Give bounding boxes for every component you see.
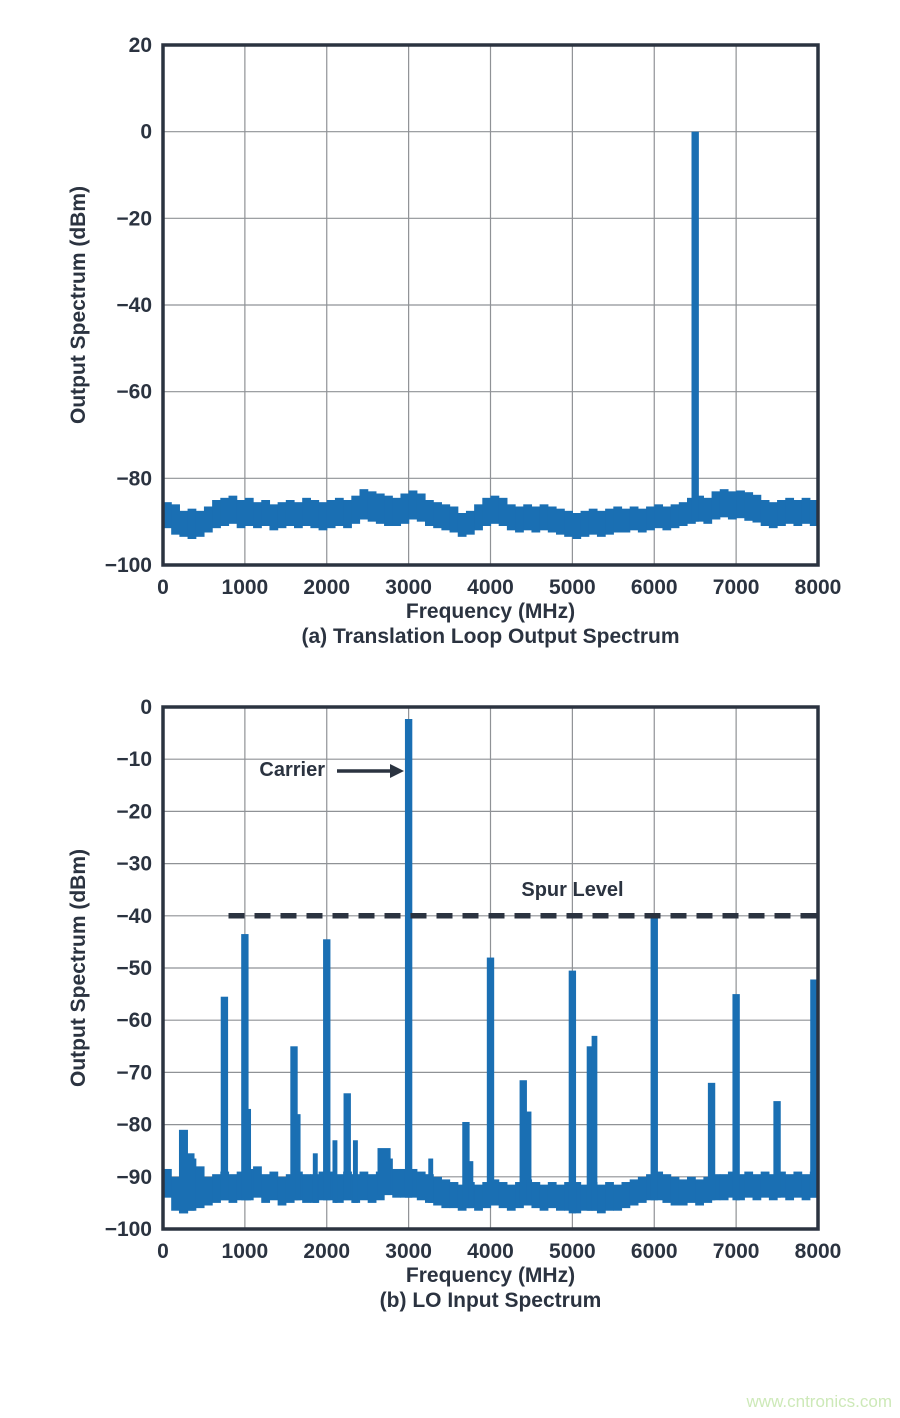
spur-bar bbox=[323, 939, 331, 1201]
spur-bars bbox=[178, 719, 818, 1214]
spur-bar bbox=[312, 1153, 318, 1203]
spur-bar bbox=[468, 1161, 474, 1209]
spur-bar bbox=[810, 979, 818, 1198]
y-tick-label: −20 bbox=[116, 800, 152, 823]
spur-bar bbox=[586, 1046, 593, 1211]
y-tick-label: −80 bbox=[116, 467, 152, 490]
x-tick-label: 3000 bbox=[385, 1240, 432, 1263]
spur-bar bbox=[650, 915, 658, 1201]
plot-frame bbox=[161, 43, 820, 567]
spur-bar bbox=[183, 1153, 195, 1211]
spur-bar bbox=[352, 1140, 358, 1203]
spur-bar bbox=[691, 131, 699, 522]
carrier-annotation-label: Carrier bbox=[259, 759, 325, 781]
spur-bar bbox=[568, 970, 577, 1214]
x-tick-label: 5000 bbox=[549, 1240, 596, 1263]
x-tick-label: 0 bbox=[157, 576, 169, 599]
y-tick-label: −100 bbox=[105, 1218, 152, 1241]
y-tick-label: −90 bbox=[116, 1166, 152, 1189]
spur-bar bbox=[519, 1080, 527, 1206]
spur-bar bbox=[377, 1148, 391, 1196]
gridlines bbox=[162, 44, 819, 566]
y-tick-label: −60 bbox=[116, 1009, 152, 1032]
x-tick-label: 4000 bbox=[467, 1240, 514, 1263]
watermark: www.cntronics.com bbox=[746, 1392, 892, 1411]
chart-a: 0 1000 2000 3000 4000 5000 6000 7000 8000 20 0 −20 −… bbox=[105, 34, 842, 599]
chart-b-x-axis-title: Frequency (MHz) bbox=[405, 1264, 576, 1287]
carrier-arrow bbox=[337, 764, 404, 778]
x-tick-label: 0 bbox=[157, 1240, 169, 1263]
spur-bar bbox=[486, 957, 495, 1206]
x-tick-label: 6000 bbox=[631, 576, 678, 599]
y-tick-label: 20 bbox=[129, 34, 152, 57]
spur-bars bbox=[691, 131, 699, 522]
spur-bar bbox=[245, 1108, 252, 1201]
chart-a-x-axis-title: Frequency (MHz) bbox=[405, 600, 576, 623]
x-tick-label: 6000 bbox=[631, 1240, 678, 1263]
y-tick-label: −30 bbox=[116, 853, 152, 876]
spur-bar bbox=[428, 1158, 434, 1203]
y-tick-label: −80 bbox=[116, 1114, 152, 1137]
chart-b-caption: (b) LO Input Spectrum bbox=[379, 1289, 602, 1312]
y-tick-label: 0 bbox=[140, 696, 152, 719]
chart-a-caption: (a) Translation Loop Output Spectrum bbox=[301, 625, 680, 648]
spur-bar bbox=[591, 1035, 598, 1211]
spur-bar bbox=[707, 1082, 716, 1201]
y-tick-label: −50 bbox=[116, 957, 152, 980]
spur-bar bbox=[526, 1111, 532, 1206]
y-tick-label: −40 bbox=[116, 294, 152, 317]
x-tick-label: 4000 bbox=[467, 576, 514, 599]
x-tick-label: 8000 bbox=[795, 576, 842, 599]
y-tick-label: −40 bbox=[116, 905, 152, 928]
y-tick-label: −60 bbox=[116, 381, 152, 404]
x-tick-label: 8000 bbox=[795, 1240, 842, 1263]
y-tick-label: −20 bbox=[116, 207, 152, 230]
chart-a-y-axis-title: Output Spectrum (dBm) bbox=[67, 186, 90, 424]
carrier-bar bbox=[404, 719, 413, 1198]
noise-band bbox=[163, 489, 819, 539]
y-tick-label: −10 bbox=[116, 748, 152, 771]
spur-bar bbox=[220, 996, 229, 1201]
x-tick-label: 7000 bbox=[713, 576, 760, 599]
x-tick-label: 5000 bbox=[549, 576, 596, 599]
x-tick-label: 2000 bbox=[303, 576, 350, 599]
tick-labels: 0 1000 2000 3000 4000 5000 6000 7000 8000 0 −10 −20… bbox=[105, 696, 842, 1263]
y-tick-label: −100 bbox=[105, 554, 152, 577]
spur-bar bbox=[241, 934, 249, 1201]
y-tick-label: −70 bbox=[116, 1061, 152, 1084]
x-tick-label: 2000 bbox=[303, 1240, 350, 1263]
y-tick-label: 0 bbox=[140, 121, 152, 144]
x-tick-label: 1000 bbox=[222, 1240, 269, 1263]
spur-bar bbox=[332, 1140, 338, 1203]
spur-bar bbox=[773, 1101, 781, 1198]
spur-bar bbox=[178, 1129, 188, 1214]
x-tick-label: 3000 bbox=[385, 576, 432, 599]
chart-b-y-axis-title: Output Spectrum (dBm) bbox=[67, 849, 90, 1087]
spur-bar bbox=[295, 1114, 301, 1201]
chart-b: 0 1000 2000 3000 4000 5000 6000 7000 8000 0 −10 −20… bbox=[105, 696, 842, 1263]
x-tick-label: 1000 bbox=[222, 576, 269, 599]
tick-labels: 0 1000 2000 3000 4000 5000 6000 7000 8000 20 0 −20 −… bbox=[105, 34, 842, 599]
x-tick-label: 7000 bbox=[713, 1240, 760, 1263]
plot-frame bbox=[161, 705, 820, 1231]
spur-level-annotation-label: Spur Level bbox=[521, 879, 624, 901]
spur-bar bbox=[732, 994, 740, 1201]
spur-bar bbox=[343, 1093, 351, 1201]
spur-bar bbox=[290, 1046, 298, 1201]
spur-bar bbox=[462, 1121, 470, 1209]
